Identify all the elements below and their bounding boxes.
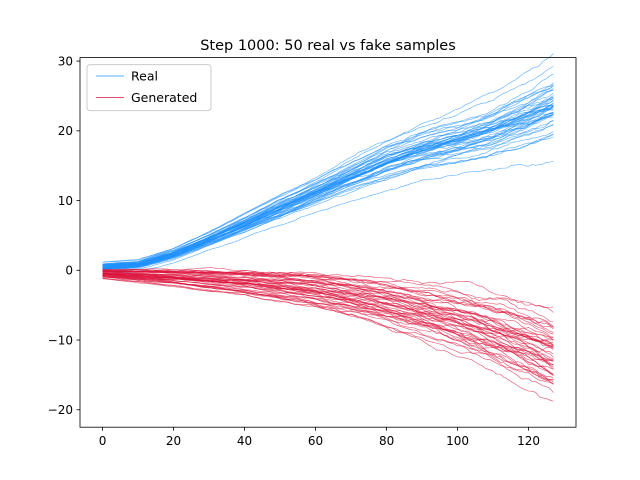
series-generated-sample xyxy=(102,278,554,385)
legend-real-label: Real xyxy=(131,69,158,84)
series-real xyxy=(102,53,554,275)
series-real-sample xyxy=(102,160,554,275)
series-real-sample xyxy=(102,134,554,270)
y-tick-label: 20 xyxy=(58,124,73,138)
y-tick-label: 30 xyxy=(58,54,73,68)
series-layer xyxy=(102,53,554,402)
x-tick-label: 0 xyxy=(99,434,107,448)
series-generated-sample xyxy=(102,275,554,385)
series-real-sample xyxy=(102,133,554,272)
series-generated xyxy=(102,267,554,402)
series-real-sample xyxy=(102,116,554,268)
y-tick-label: −10 xyxy=(48,333,73,347)
x-tick-label: 100 xyxy=(446,434,469,448)
series-real-sample xyxy=(102,119,554,270)
series-real-sample xyxy=(102,112,554,268)
series-generated-sample xyxy=(102,271,554,366)
series-real-sample xyxy=(102,97,554,269)
series-real-sample xyxy=(102,114,554,268)
series-real-sample xyxy=(102,84,554,265)
y-tick-label: 0 xyxy=(65,264,73,278)
series-real-sample xyxy=(102,53,554,265)
series-real-sample xyxy=(102,85,554,268)
series-generated-sample xyxy=(102,276,554,348)
series-generated-sample xyxy=(102,275,554,393)
x-tick-label: 20 xyxy=(166,434,181,448)
series-real-sample xyxy=(102,88,554,266)
series-real-sample xyxy=(102,105,554,269)
x-tick-label: 80 xyxy=(379,434,394,448)
series-generated-sample xyxy=(102,276,554,381)
series-generated-sample xyxy=(102,274,554,362)
chart-title: Step 1000: 50 real vs fake samples xyxy=(200,38,456,54)
x-tick-label: 40 xyxy=(237,434,252,448)
x-tick-label: 60 xyxy=(308,434,323,448)
axes-layer: 0 20 40 60 80 100 120 −20 −10 0 10 20 30 xyxy=(48,54,540,448)
series-generated-sample xyxy=(102,270,554,308)
series-real-sample xyxy=(102,84,554,265)
series-real-sample xyxy=(102,89,554,265)
series-generated-sample xyxy=(102,270,554,313)
series-real-sample xyxy=(102,92,554,267)
series-real-sample xyxy=(102,111,554,270)
legend: Real Generated xyxy=(86,64,212,112)
series-real-sample xyxy=(102,95,554,266)
plot-frame xyxy=(79,57,577,428)
legend-generated-label: Generated xyxy=(131,90,197,105)
x-tick-label: 120 xyxy=(517,434,540,448)
y-tick-label: −20 xyxy=(48,403,73,417)
y-tick-label: 10 xyxy=(58,194,73,208)
series-generated-sample xyxy=(102,270,554,343)
series-generated-sample xyxy=(102,273,554,355)
